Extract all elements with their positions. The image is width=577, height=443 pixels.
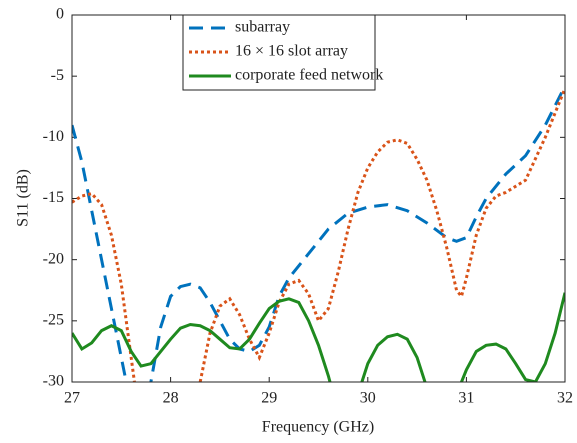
y-tick-label: -30 — [43, 373, 64, 390]
x-tick-label: 31 — [458, 390, 474, 407]
y-tick-label: -10 — [43, 128, 64, 145]
x-axis-label: Frequency (GHz) — [262, 419, 374, 436]
series-line — [72, 85, 565, 382]
x-tick-label: 29 — [261, 390, 277, 407]
y-axis-label: S11 (dB) — [15, 169, 32, 227]
x-tick-label: 28 — [163, 390, 179, 407]
y-tick-label: 0 — [56, 6, 64, 23]
series-line — [72, 87, 565, 382]
y-tick-label: -25 — [43, 312, 64, 329]
legend-label: 16 × 16 slot array — [235, 43, 348, 60]
plot-lines — [72, 85, 565, 382]
x-tick-label: 27 — [64, 390, 80, 407]
x-tick-label: 30 — [360, 390, 376, 407]
series-line — [72, 292, 565, 382]
legend-label: corporate feed network — [235, 67, 383, 84]
y-tick-label: -15 — [43, 189, 64, 206]
y-tick-label: -20 — [43, 250, 64, 267]
y-tick-label: -5 — [51, 67, 64, 84]
legend-label: subarray — [235, 19, 290, 36]
x-tick-label: 32 — [557, 390, 573, 407]
